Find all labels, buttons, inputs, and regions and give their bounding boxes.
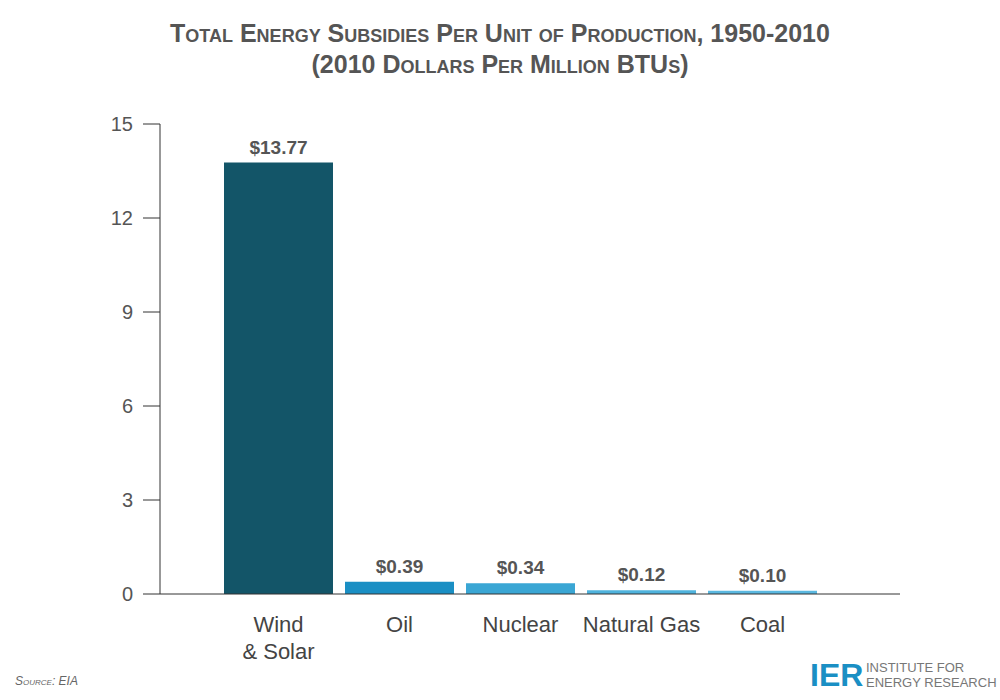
svg-text:$13.77: $13.77	[249, 137, 307, 158]
svg-text:$0.10: $0.10	[739, 565, 787, 586]
svg-text:9: 9	[122, 301, 133, 323]
html-text:(2010 Dollars Per Million BTUs: (2010 Dollars Per Million BTUs)	[311, 50, 689, 78]
svg-text:Natural Gas: Natural Gas	[583, 612, 700, 637]
svg-text:0: 0	[122, 583, 133, 605]
svg-text:$0.39: $0.39	[376, 556, 424, 577]
svg-text:15: 15	[111, 113, 133, 135]
svg-text:3: 3	[122, 489, 133, 511]
html-text:Source: EIA: Source: EIA	[15, 674, 78, 688]
html-text:IER: IER	[810, 657, 864, 693]
svg-text:$0.34: $0.34	[497, 557, 545, 578]
svg-text:6: 6	[122, 395, 133, 417]
svg-text:Coal: Coal	[740, 612, 785, 637]
svg-text:Wind& Solar: Wind& Solar	[242, 612, 314, 664]
svg-text:Nuclear: Nuclear	[483, 612, 559, 637]
svg-text:12: 12	[111, 207, 133, 229]
html-text:Total Energy Subsidies Per Uni: Total Energy Subsidies Per Unit of Produ…	[170, 19, 830, 47]
svg-text:Oil: Oil	[386, 612, 413, 637]
svg-text:$0.12: $0.12	[618, 564, 666, 585]
html-text:INSTITUTE FOR ENERGY RESEARCH: INSTITUTE FOR ENERGY RESEARCH	[866, 660, 997, 690]
